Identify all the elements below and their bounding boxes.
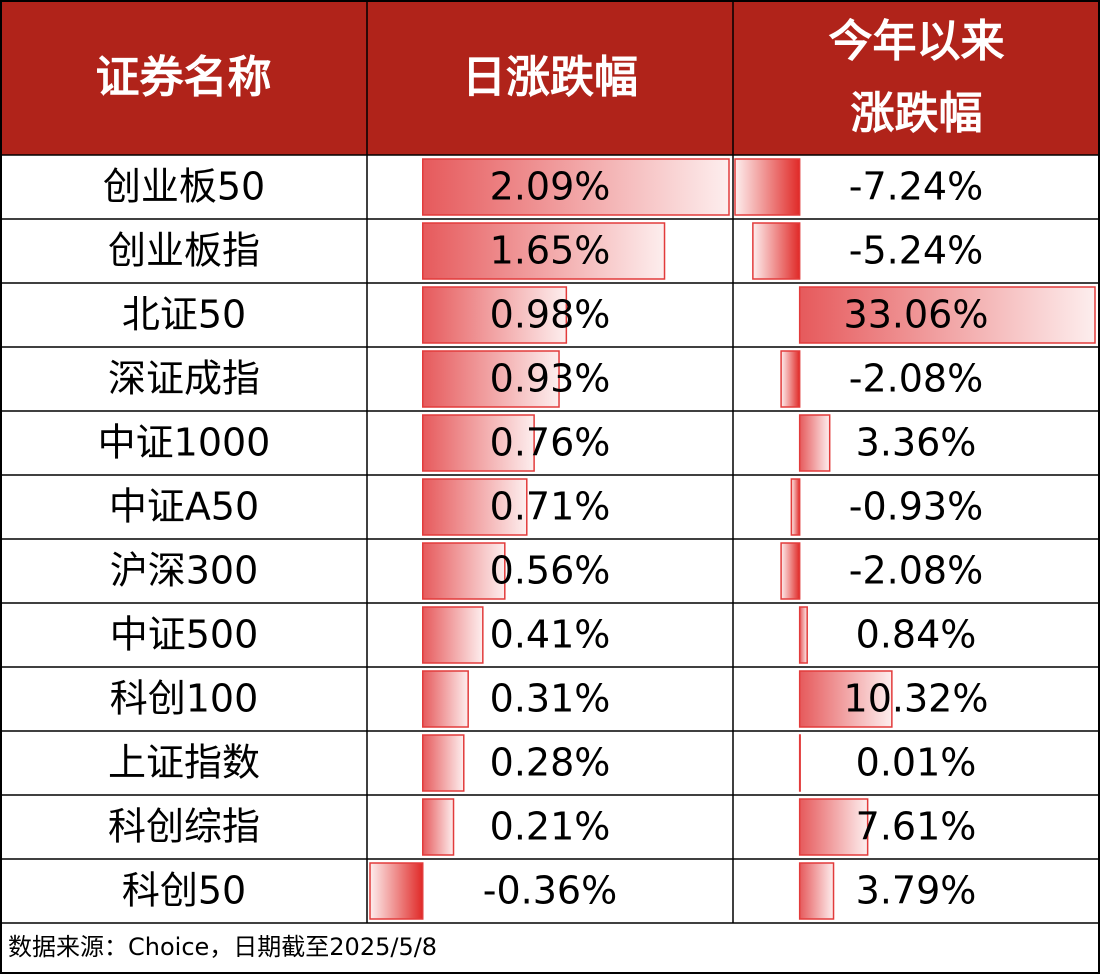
- data-bar: [780, 350, 801, 408]
- header-text: 今年以来涨跌幅: [828, 15, 1005, 139]
- data-bar: [798, 734, 801, 792]
- value-label: 0.84%: [856, 613, 977, 657]
- data-bar: [422, 542, 506, 600]
- value-label: 33.06%: [844, 293, 989, 337]
- value-label: 3.36%: [856, 421, 977, 465]
- value-label: 3.79%: [856, 869, 977, 913]
- security-name: 创业板50: [103, 165, 265, 209]
- security-name: 创业板指: [108, 229, 260, 273]
- data-bar: [798, 414, 831, 472]
- security-name: 上证指数: [108, 741, 260, 785]
- data-bar: [422, 286, 568, 344]
- value-label: -2.08%: [849, 357, 983, 401]
- security-name: 沪深300: [110, 549, 259, 593]
- value-label: 0.28%: [490, 741, 611, 785]
- data-bar: [798, 286, 1096, 344]
- value-label: -0.36%: [483, 869, 617, 913]
- data-bar: [422, 222, 666, 280]
- data-bar: [422, 158, 730, 216]
- data-bar: [798, 606, 808, 664]
- security-name: 中证A50: [109, 485, 259, 529]
- header-bg: [0, 0, 1100, 155]
- data-bar: [422, 734, 465, 792]
- value-label: 1.65%: [490, 229, 611, 273]
- data-bar: [422, 670, 469, 728]
- value-label: 0.31%: [490, 677, 611, 721]
- data-bar: [798, 798, 869, 856]
- value-label: 0.98%: [490, 293, 611, 337]
- value-label: -0.93%: [849, 485, 983, 529]
- header-text: 证券名称: [95, 51, 272, 103]
- value-label: 0.41%: [490, 613, 611, 657]
- value-label: 0.21%: [490, 805, 611, 849]
- data-bar: [752, 222, 801, 280]
- data-bar: [422, 798, 455, 856]
- security-name: 科创100: [110, 677, 259, 721]
- value-label: 7.61%: [856, 805, 977, 849]
- security-name: 深证成指: [108, 357, 260, 401]
- value-label: 2.09%: [490, 165, 611, 209]
- value-label: -5.24%: [849, 229, 983, 273]
- data-bar: [798, 862, 835, 920]
- security-name: 中证1000: [98, 421, 271, 465]
- data-bar: [422, 478, 528, 536]
- data-bar: [422, 350, 560, 408]
- data-bar: [422, 414, 535, 472]
- value-label: -7.24%: [849, 165, 983, 209]
- header-text: 日涨跌幅: [462, 51, 638, 103]
- value-label: 0.56%: [490, 549, 611, 593]
- security-name: 中证500: [110, 613, 259, 657]
- value-label: 0.71%: [490, 485, 611, 529]
- security-name: 北证50: [122, 293, 246, 337]
- header-cell: 日涨跌幅: [367, 0, 733, 155]
- data-bar: [798, 670, 893, 728]
- data-bar: [790, 478, 801, 536]
- value-label: 0.76%: [490, 421, 611, 465]
- security-name: 科创综指: [108, 805, 260, 849]
- header-cell: 证券名称: [0, 0, 367, 155]
- data-bar: [780, 542, 801, 600]
- data-bar: [422, 606, 484, 664]
- value-label: 0.01%: [856, 741, 977, 785]
- security-name: 科创50: [122, 869, 246, 913]
- data-bar: [734, 158, 801, 216]
- source-note: 数据来源：Choice，日期截至2025/5/8: [8, 933, 437, 961]
- value-label: 10.32%: [844, 677, 989, 721]
- value-label: 0.93%: [490, 357, 611, 401]
- header-cell: 今年以来涨跌幅: [733, 0, 1100, 155]
- data-bar: [369, 862, 424, 920]
- value-label: -2.08%: [849, 549, 983, 593]
